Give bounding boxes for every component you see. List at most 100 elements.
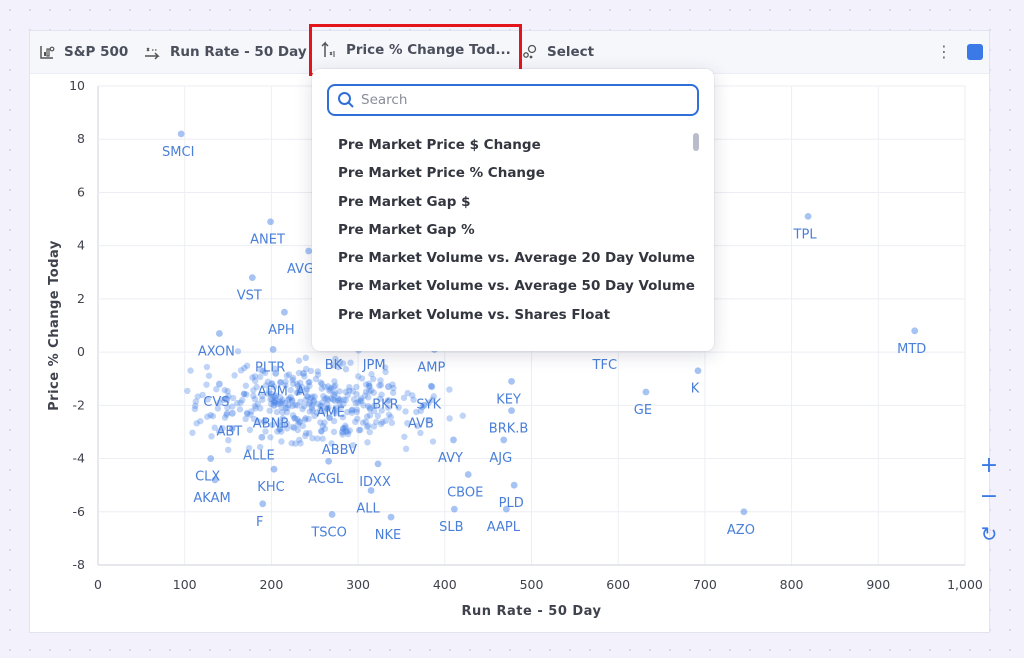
option-item[interactable]: Pre Market Volume vs. Average 50 Day Vol… (338, 278, 695, 295)
data-point (221, 414, 229, 421)
data-point (336, 388, 343, 395)
option-item[interactable]: Pre Market Price $ Change (338, 137, 541, 153)
data-point (357, 426, 364, 434)
zoom-out-icon[interactable]: − (979, 484, 999, 509)
point-label: AAPL (487, 520, 521, 535)
data-point (251, 373, 259, 380)
data-point (239, 396, 246, 404)
data-point (350, 396, 358, 403)
data-point (240, 390, 248, 397)
data-point (382, 417, 390, 424)
data-point (257, 373, 264, 381)
y-metric-selector[interactable]: Price % Change Tod... (309, 24, 522, 76)
point-label: CLX (195, 470, 220, 485)
search-input[interactable] (361, 90, 681, 110)
data-point (304, 393, 312, 401)
data-point (368, 387, 375, 394)
data-point (270, 398, 278, 405)
data-point (319, 422, 327, 430)
data-point (336, 359, 344, 366)
point-label: ABBV (322, 443, 357, 458)
data-point (334, 397, 342, 404)
data-point (354, 399, 362, 406)
x-axis-title: Run Rate - 50 Day (461, 604, 601, 619)
data-point (267, 396, 274, 403)
data-point (229, 403, 236, 410)
data-point (274, 428, 281, 435)
data-point (282, 404, 289, 412)
data-point (236, 406, 244, 413)
data-point (314, 368, 322, 375)
scrollbar-thumb[interactable] (693, 133, 699, 151)
option-item[interactable]: Pre Market Gap % (338, 221, 475, 238)
data-point (256, 443, 264, 451)
option-item[interactable]: Pre Market Volume vs. Shares Float (338, 306, 611, 323)
data-point (360, 402, 367, 409)
data-point (317, 406, 324, 414)
data-point (276, 419, 283, 426)
data-point (308, 393, 316, 400)
data-point (342, 428, 350, 435)
point-label: ABT (217, 424, 243, 439)
data-point (331, 378, 338, 385)
data-point (320, 408, 328, 415)
x-metric-selector[interactable]: Run Rate - 50 Day (144, 31, 307, 73)
search-field[interactable] (327, 84, 699, 116)
data-point (302, 415, 309, 422)
universe-selector[interactable]: S&P 500 (38, 31, 128, 73)
data-point (262, 369, 269, 377)
point-label: AMP (417, 360, 445, 375)
option-item[interactable]: Pre Market Gap $ (338, 193, 471, 210)
data-point (287, 386, 294, 394)
data-point (370, 375, 377, 383)
data-point (313, 409, 320, 416)
point-label: PLD (499, 496, 524, 511)
data-point (382, 368, 389, 376)
data-point (277, 400, 284, 407)
reset-zoom-icon[interactable]: ↻ (980, 522, 998, 546)
data-point (277, 379, 284, 386)
data-point (377, 420, 385, 428)
zoom-in-icon[interactable]: + (979, 453, 999, 478)
data-point (314, 371, 322, 378)
data-point (307, 394, 315, 402)
data-point (376, 395, 384, 402)
data-point (283, 372, 291, 379)
data-point (331, 389, 339, 397)
data-point (321, 425, 329, 432)
data-point (254, 400, 262, 408)
data-point (307, 367, 315, 375)
data-point (326, 386, 334, 393)
data-point (237, 367, 245, 374)
data-point (266, 407, 273, 414)
data-point (414, 422, 421, 430)
select-button[interactable]: Select (521, 31, 594, 73)
point-label: KEY (496, 392, 521, 407)
data-point (254, 418, 262, 425)
data-point (285, 395, 293, 402)
data-point (223, 410, 231, 417)
more-options-icon[interactable]: ⋮ (936, 42, 952, 61)
data-point (191, 405, 199, 413)
data-point (377, 381, 385, 389)
data-point (362, 418, 369, 425)
data-point (285, 401, 292, 409)
data-point (301, 373, 308, 380)
data-point (305, 379, 312, 386)
option-item[interactable]: Pre Market Price % Change (338, 165, 545, 182)
data-point (291, 415, 298, 422)
data-point (257, 366, 265, 374)
data-point (271, 394, 279, 402)
option-item[interactable]: Pre Market Volume vs. Average 20 Day Vol… (338, 250, 695, 267)
data-point (320, 392, 327, 400)
point-label: AXON (198, 344, 235, 359)
data-point (349, 388, 357, 395)
data-point (385, 396, 392, 404)
data-point (358, 375, 366, 382)
scatter-chart[interactable]: 0 100 200 300 400 500 600 700 800 900 1,000-8-6-4-… (30, 31, 989, 632)
y-tick-label: -6 (73, 504, 86, 519)
point-label: AKAM (193, 491, 230, 506)
data-point (269, 421, 276, 429)
color-swatch[interactable] (967, 44, 983, 60)
data-point (317, 379, 324, 386)
